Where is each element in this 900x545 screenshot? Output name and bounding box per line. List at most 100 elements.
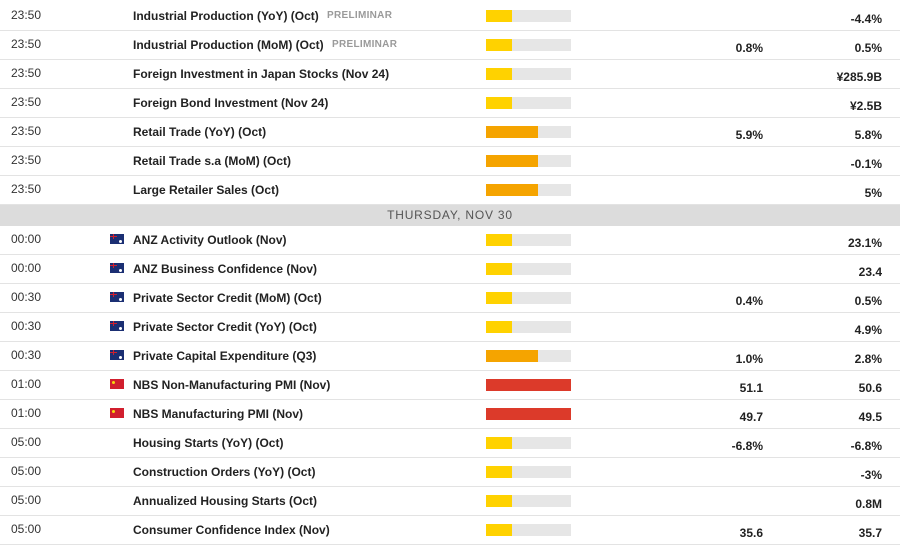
impact-fill [486, 350, 538, 362]
impact-bar [486, 97, 571, 109]
event-row[interactable]: 05:00 Annualized Housing Starts (Oct) 0.8M [0, 487, 900, 516]
impact-bar [486, 524, 571, 536]
japan-flag-icon [114, 37, 122, 45]
event-row[interactable]: 23:50 Retail Trade s.a (MoM) (Oct) -0.1% [0, 147, 900, 176]
event-name[interactable]: Retail Trade s.a (MoM) (Oct) [133, 154, 292, 168]
previous-value: 23.1% [847, 236, 882, 250]
event-name[interactable]: ANZ Activity Outlook (Nov) [133, 233, 287, 247]
event-row[interactable]: 01:00 NBS Non-Manufacturing PMI (Nov) 51.1… [0, 371, 900, 400]
impact-bar [486, 10, 571, 22]
event-name[interactable]: Private Capital Expenditure (Q3) [133, 349, 317, 363]
actual-value: 49.7 [739, 410, 763, 424]
impact-fill [486, 263, 512, 275]
impact-fill [486, 437, 512, 449]
impact-bar [486, 184, 571, 196]
event-name[interactable]: Construction Orders (YoY) (Oct) [133, 465, 316, 479]
japan-flag-icon [114, 522, 122, 530]
event-row[interactable]: 23:50 Large Retailer Sales (Oct) 5% [0, 176, 900, 205]
event-name[interactable]: Housing Starts (YoY) (Oct) [133, 436, 284, 450]
previous-value: 5.8% [854, 128, 882, 142]
impact-fill [486, 97, 512, 109]
event-time: 05:00 [11, 493, 42, 507]
event-name[interactable]: NBS Non-Manufacturing PMI (Nov) [133, 378, 331, 392]
event-name[interactable]: Foreign Bond Investment (Nov 24) [133, 96, 329, 110]
impact-bar [486, 437, 571, 449]
impact-bar [486, 126, 571, 138]
event-name[interactable]: Private Sector Credit (YoY) (Oct) [133, 320, 317, 334]
event-time: 00:00 [11, 261, 42, 275]
impact-bar [486, 234, 571, 246]
impact-bar [486, 466, 571, 478]
event-time: 23:50 [11, 8, 42, 22]
actual-value: 5.9% [735, 128, 763, 142]
event-row[interactable]: 23:50 Foreign Investment in Japan Stocks … [0, 60, 900, 89]
actual-value: 1.0% [735, 352, 763, 366]
impact-bar [486, 495, 571, 507]
event-row[interactable]: 23:50 Foreign Bond Investment (Nov 24) ¥2.… [0, 89, 900, 118]
event-row[interactable]: 00:30 Private Capital Expenditure (Q3) 1.0… [0, 342, 900, 371]
event-name[interactable]: Industrial Production (YoY) (Oct) [133, 9, 319, 23]
event-time: 23:50 [11, 153, 42, 167]
impact-bar [486, 379, 571, 391]
preliminary-label: PRELIMINAR [327, 10, 393, 21]
japan-flag-icon [114, 153, 122, 161]
actual-value: 51.1 [739, 381, 763, 395]
event-row[interactable]: 23:50 Industrial Production (YoY) (Oct) PR… [0, 2, 900, 31]
actual-value: -6.8% [731, 439, 763, 453]
previous-value: 49.5 [858, 410, 882, 424]
event-name[interactable]: Foreign Investment in Japan Stocks (Nov … [133, 67, 390, 81]
previous-value: ¥2.5B [849, 99, 882, 113]
previous-value: 50.6 [858, 381, 882, 395]
impact-fill [486, 155, 538, 167]
event-name[interactable]: Annualized Housing Starts (Oct) [133, 494, 318, 508]
impact-bar [486, 68, 571, 80]
event-time: 01:00 [11, 406, 42, 420]
previous-value: 0.5% [854, 41, 882, 55]
australia-flag-icon [110, 234, 124, 244]
impact-fill [486, 39, 512, 51]
previous-value: -4.4% [850, 12, 882, 26]
impact-fill [486, 184, 538, 196]
event-name[interactable]: Retail Trade (YoY) (Oct) [133, 125, 267, 139]
impact-bar [486, 292, 571, 304]
previous-value: 23.4 [858, 265, 882, 279]
impact-bar [486, 321, 571, 333]
event-row[interactable]: 23:50 Industrial Production (MoM) (Oct) PR… [0, 31, 900, 60]
impact-fill [486, 466, 512, 478]
previous-value: 2.8% [854, 352, 882, 366]
japan-flag-icon [114, 435, 122, 443]
event-row[interactable]: 00:30 Private Sector Credit (YoY) (Oct) 4.… [0, 313, 900, 342]
japan-flag-icon [114, 66, 122, 74]
impact-fill [486, 321, 512, 333]
previous-value: -3% [860, 468, 882, 482]
event-name[interactable]: NBS Manufacturing PMI (Nov) [133, 407, 303, 421]
event-time: 23:50 [11, 182, 42, 196]
previous-value: -0.1% [850, 157, 882, 171]
event-name[interactable]: Consumer Confidence Index (Nov) [133, 523, 330, 537]
previous-value: 0.8M [855, 497, 882, 511]
actual-value: 0.4% [735, 294, 763, 308]
event-time: 23:50 [11, 95, 42, 109]
event-time: 00:30 [11, 319, 42, 333]
event-row[interactable]: 01:00 NBS Manufacturing PMI (Nov) 49.7 49.5 [0, 400, 900, 429]
event-row[interactable]: 23:50 Retail Trade (YoY) (Oct) 5.9% 5.8% [0, 118, 900, 147]
australia-flag-icon [110, 321, 124, 331]
event-name[interactable]: ANZ Business Confidence (Nov) [133, 262, 318, 276]
event-row[interactable]: 05:00 Housing Starts (YoY) (Oct) -6.8% -6.8… [0, 429, 900, 458]
day-divider: THURSDAY, NOV 30 [0, 205, 900, 226]
event-name[interactable]: Industrial Production (MoM) (Oct) [133, 38, 324, 52]
event-name[interactable]: Large Retailer Sales (Oct) [133, 183, 280, 197]
impact-fill [486, 10, 512, 22]
event-row[interactable]: 00:00 ANZ Business Confidence (Nov) 23.4 [0, 255, 900, 284]
previous-value: 4.9% [854, 323, 882, 337]
australia-flag-icon [110, 350, 124, 360]
event-row[interactable]: 00:30 Private Sector Credit (MoM) (Oct) 0.… [0, 284, 900, 313]
event-row[interactable]: 00:00 ANZ Activity Outlook (Nov) 23.1% [0, 226, 900, 255]
event-row[interactable]: 05:00 Construction Orders (YoY) (Oct) -3% [0, 458, 900, 487]
impact-bar [486, 350, 571, 362]
event-time: 00:30 [11, 348, 42, 362]
actual-value: 0.8% [735, 41, 763, 55]
event-name[interactable]: Private Sector Credit (MoM) (Oct) [133, 291, 322, 305]
event-time: 05:00 [11, 522, 42, 536]
